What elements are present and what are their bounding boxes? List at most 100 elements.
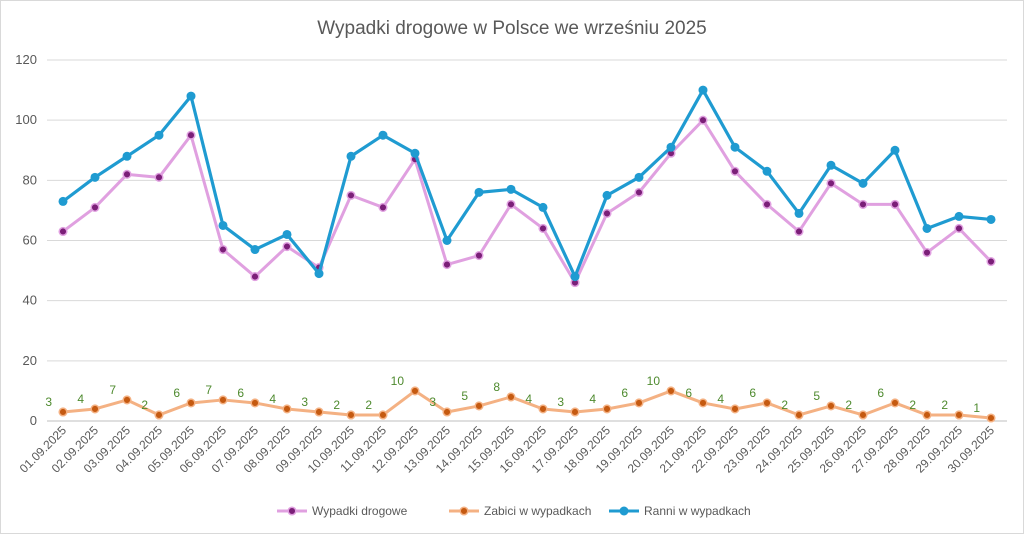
data-point[interactable]	[90, 172, 100, 182]
data-point[interactable]	[410, 386, 420, 396]
x-axis-ticks: 01.09.202502.09.202503.09.202504.09.2025…	[17, 423, 998, 476]
data-point[interactable]	[954, 223, 964, 234]
data-point[interactable]	[218, 220, 228, 230]
data-point[interactable]	[314, 407, 324, 417]
data-point[interactable]	[794, 208, 804, 218]
data-point[interactable]	[58, 226, 68, 237]
gridlines	[47, 59, 1007, 422]
legend-label: Ranni w wypadkach	[644, 504, 751, 518]
data-point[interactable]	[570, 407, 580, 417]
data-point[interactable]	[346, 410, 356, 420]
data-point[interactable]	[794, 410, 804, 420]
data-point[interactable]	[858, 410, 868, 420]
data-label: 3	[301, 395, 308, 409]
data-point[interactable]	[826, 160, 836, 170]
data-point[interactable]	[826, 178, 836, 188]
data-label: 8	[493, 380, 500, 394]
data-point[interactable]	[922, 223, 932, 233]
data-point[interactable]	[602, 404, 612, 414]
data-point[interactable]	[186, 91, 196, 101]
data-point[interactable]	[122, 169, 132, 179]
data-point[interactable]	[90, 404, 100, 414]
legend-item[interactable]: Ranni w wypadkach	[609, 504, 751, 518]
data-point[interactable]	[634, 187, 644, 197]
data-point[interactable]	[282, 241, 292, 252]
data-point[interactable]	[218, 244, 228, 255]
data-label: 4	[525, 392, 532, 406]
data-point[interactable]	[90, 202, 100, 212]
data-point[interactable]	[154, 410, 164, 420]
data-point[interactable]	[506, 184, 516, 194]
data-point[interactable]	[826, 401, 836, 411]
data-point[interactable]	[698, 398, 708, 408]
data-point[interactable]	[730, 166, 740, 176]
data-point[interactable]	[122, 395, 132, 405]
data-point[interactable]	[538, 223, 548, 234]
data-point[interactable]	[762, 398, 772, 408]
data-point[interactable]	[154, 130, 164, 140]
data-point[interactable]	[602, 208, 612, 218]
data-point[interactable]	[474, 401, 484, 411]
data-point[interactable]	[890, 199, 900, 209]
data-point[interactable]	[634, 398, 644, 408]
data-point[interactable]	[474, 250, 484, 261]
data-point[interactable]	[858, 199, 868, 209]
data-point[interactable]	[922, 247, 932, 258]
data-point[interactable]	[538, 404, 548, 414]
data-point[interactable]	[378, 410, 388, 420]
data-point[interactable]	[250, 272, 260, 282]
data-point[interactable]	[762, 166, 772, 176]
data-point[interactable]	[730, 404, 740, 414]
data-point[interactable]	[474, 187, 484, 197]
data-point[interactable]	[698, 85, 708, 95]
legend-item[interactable]: Wypadki drogowe	[277, 504, 408, 518]
data-point[interactable]	[890, 398, 900, 408]
data-point[interactable]	[186, 130, 196, 140]
data-point[interactable]	[218, 395, 228, 405]
data-point[interactable]	[346, 190, 356, 200]
data-point[interactable]	[58, 407, 68, 417]
data-point[interactable]	[538, 202, 548, 212]
data-point[interactable]	[986, 257, 996, 267]
data-point[interactable]	[122, 151, 132, 161]
data-point[interactable]	[378, 202, 388, 212]
data-point[interactable]	[506, 199, 516, 209]
data-point[interactable]	[890, 145, 900, 155]
data-point[interactable]	[442, 260, 452, 270]
data-point[interactable]	[666, 142, 676, 152]
data-point[interactable]	[794, 226, 804, 237]
data-point[interactable]	[922, 410, 932, 420]
legend-swatch-marker	[459, 506, 469, 516]
data-point[interactable]	[730, 142, 740, 152]
data-point[interactable]	[442, 236, 452, 245]
data-point[interactable]	[154, 172, 164, 182]
data-labels: 3 4 7 2 6 7 6 4 3 2 2 10 3 5 8 4 3 4 6 10 6 4 6 2 5 2 6 2 2 1	[45, 374, 980, 415]
y-tick-label: 0	[30, 413, 37, 428]
data-label: 5	[813, 389, 820, 403]
data-point[interactable]	[634, 172, 644, 182]
data-point[interactable]	[186, 398, 196, 408]
data-point[interactable]	[666, 386, 676, 396]
data-point[interactable]	[282, 229, 292, 239]
legend: Wypadki drogowe Zabici w wypadkach Ranni w…	[277, 504, 751, 518]
legend-item[interactable]: Zabici w wypadkach	[449, 504, 591, 518]
data-point[interactable]	[698, 115, 708, 125]
data-point[interactable]	[410, 148, 420, 158]
data-point[interactable]	[762, 199, 772, 209]
data-point[interactable]	[314, 269, 324, 279]
data-point[interactable]	[858, 178, 868, 188]
data-point[interactable]	[954, 410, 964, 420]
data-point[interactable]	[602, 190, 612, 200]
data-point[interactable]	[986, 413, 996, 423]
data-point[interactable]	[570, 272, 580, 282]
data-point[interactable]	[346, 151, 356, 161]
data-point[interactable]	[378, 130, 388, 140]
data-point[interactable]	[250, 245, 260, 255]
data-point[interactable]	[58, 196, 68, 206]
data-point[interactable]	[506, 392, 516, 402]
data-point[interactable]	[282, 404, 292, 414]
data-point[interactable]	[442, 407, 452, 417]
data-point[interactable]	[954, 211, 964, 221]
data-point[interactable]	[986, 214, 996, 224]
data-point[interactable]	[250, 398, 260, 408]
